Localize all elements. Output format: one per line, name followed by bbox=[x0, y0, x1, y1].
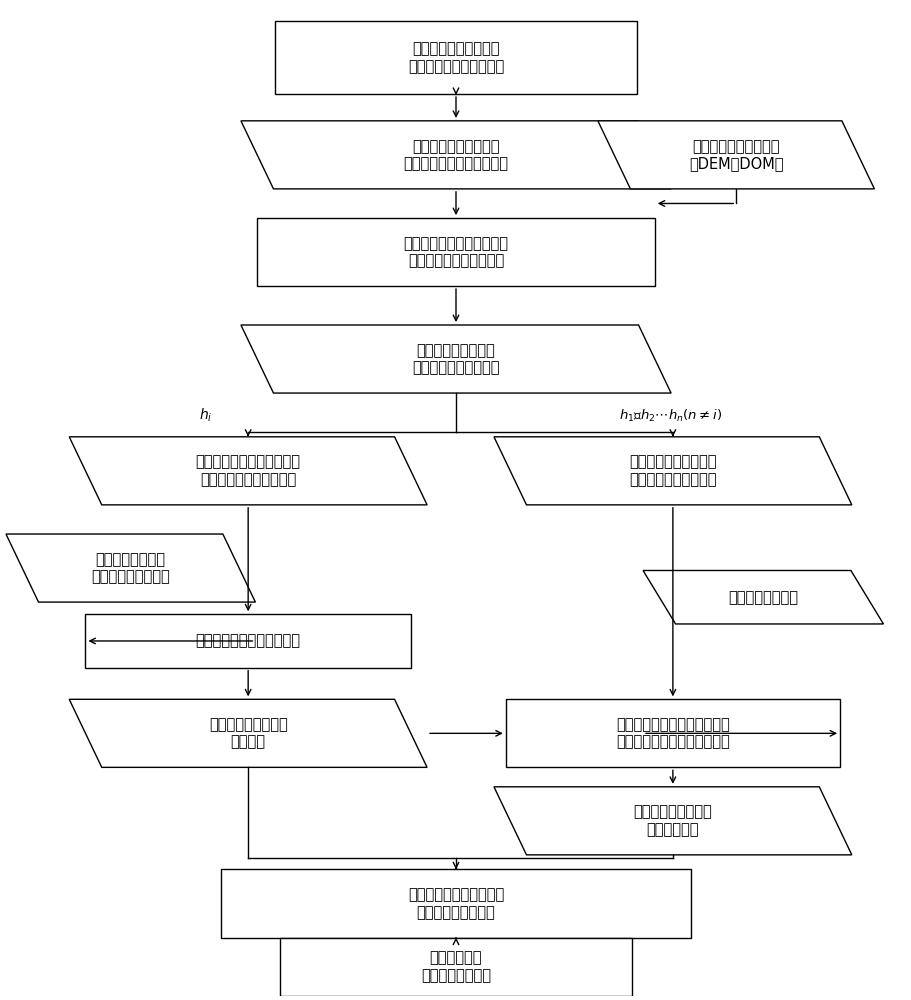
Text: $h_1$、$h_2\cdots h_n$($n\neq i$): $h_1$、$h_2\cdots h_n$($n\neq i$) bbox=[618, 408, 722, 424]
Text: 进行常规单景图像几何定标: 进行常规单景图像几何定标 bbox=[196, 633, 301, 648]
Polygon shape bbox=[494, 787, 851, 855]
Text: $h_i$: $h_i$ bbox=[199, 407, 211, 424]
Text: 进行卫星图像集重新生产
及定标前后精度评价: 进行卫星图像集重新生产 及定标前后精度评价 bbox=[407, 887, 504, 920]
Bar bbox=[505, 699, 839, 767]
Polygon shape bbox=[598, 121, 874, 189]
Text: 各经纬度区域控制数据
（DEM和DOM）: 各经纬度区域控制数据 （DEM和DOM） bbox=[688, 139, 783, 171]
Polygon shape bbox=[69, 699, 426, 767]
Text: 短时间内卫星对轨道上
不同经纬度区域进行拍摄: 短时间内卫星对轨道上 不同经纬度区域进行拍摄 bbox=[407, 41, 504, 74]
Polygon shape bbox=[241, 325, 670, 393]
Text: 得到不同太阳高度的
补偿模型参数: 得到不同太阳高度的 补偿模型参数 bbox=[633, 805, 711, 837]
Text: 各太阳高度卫星图像分别与
控制数据进行控制点匹配: 各太阳高度卫星图像分别与 控制数据进行控制点匹配 bbox=[403, 236, 508, 268]
Bar bbox=[275, 21, 636, 94]
Text: 获取短期内卫星轨道上
不同太阳高度的卫星图像集: 获取短期内卫星轨道上 不同太阳高度的卫星图像集 bbox=[403, 139, 508, 171]
Polygon shape bbox=[642, 570, 883, 624]
Text: 得到各太阳高度图像
均匀分布的控制点坐标: 得到各太阳高度图像 均匀分布的控制点坐标 bbox=[412, 343, 499, 375]
Polygon shape bbox=[241, 121, 670, 189]
Polygon shape bbox=[69, 437, 426, 505]
Text: 考虑卫星轨道上不同经纬度的
多个太阳高度图像的几何定标: 考虑卫星轨道上不同经纬度的 多个太阳高度图像的几何定标 bbox=[615, 717, 729, 750]
Text: 第二几何定标模型: 第二几何定标模型 bbox=[728, 590, 797, 605]
Text: 第一几何定标模型
及相机内外参数初值: 第一几何定标模型 及相机内外参数初值 bbox=[91, 552, 169, 584]
Text: 其他各太阳高度图像的
控制点坐标及辅助数据: 其他各太阳高度图像的 控制点坐标及辅助数据 bbox=[629, 455, 716, 487]
Text: 抽取其中一个太阳高度图像
的控制点坐标及辅助数据: 抽取其中一个太阳高度图像 的控制点坐标及辅助数据 bbox=[196, 455, 301, 487]
Text: 更新标定文件
完成在轨几何定标: 更新标定文件 完成在轨几何定标 bbox=[421, 950, 490, 983]
Text: 得到基准太阳高度的
标定参数: 得到基准太阳高度的 标定参数 bbox=[209, 717, 287, 750]
Bar bbox=[280, 938, 631, 996]
Polygon shape bbox=[494, 437, 851, 505]
Bar bbox=[220, 869, 691, 938]
Polygon shape bbox=[6, 534, 255, 602]
Bar bbox=[257, 218, 654, 286]
Bar bbox=[86, 614, 410, 668]
